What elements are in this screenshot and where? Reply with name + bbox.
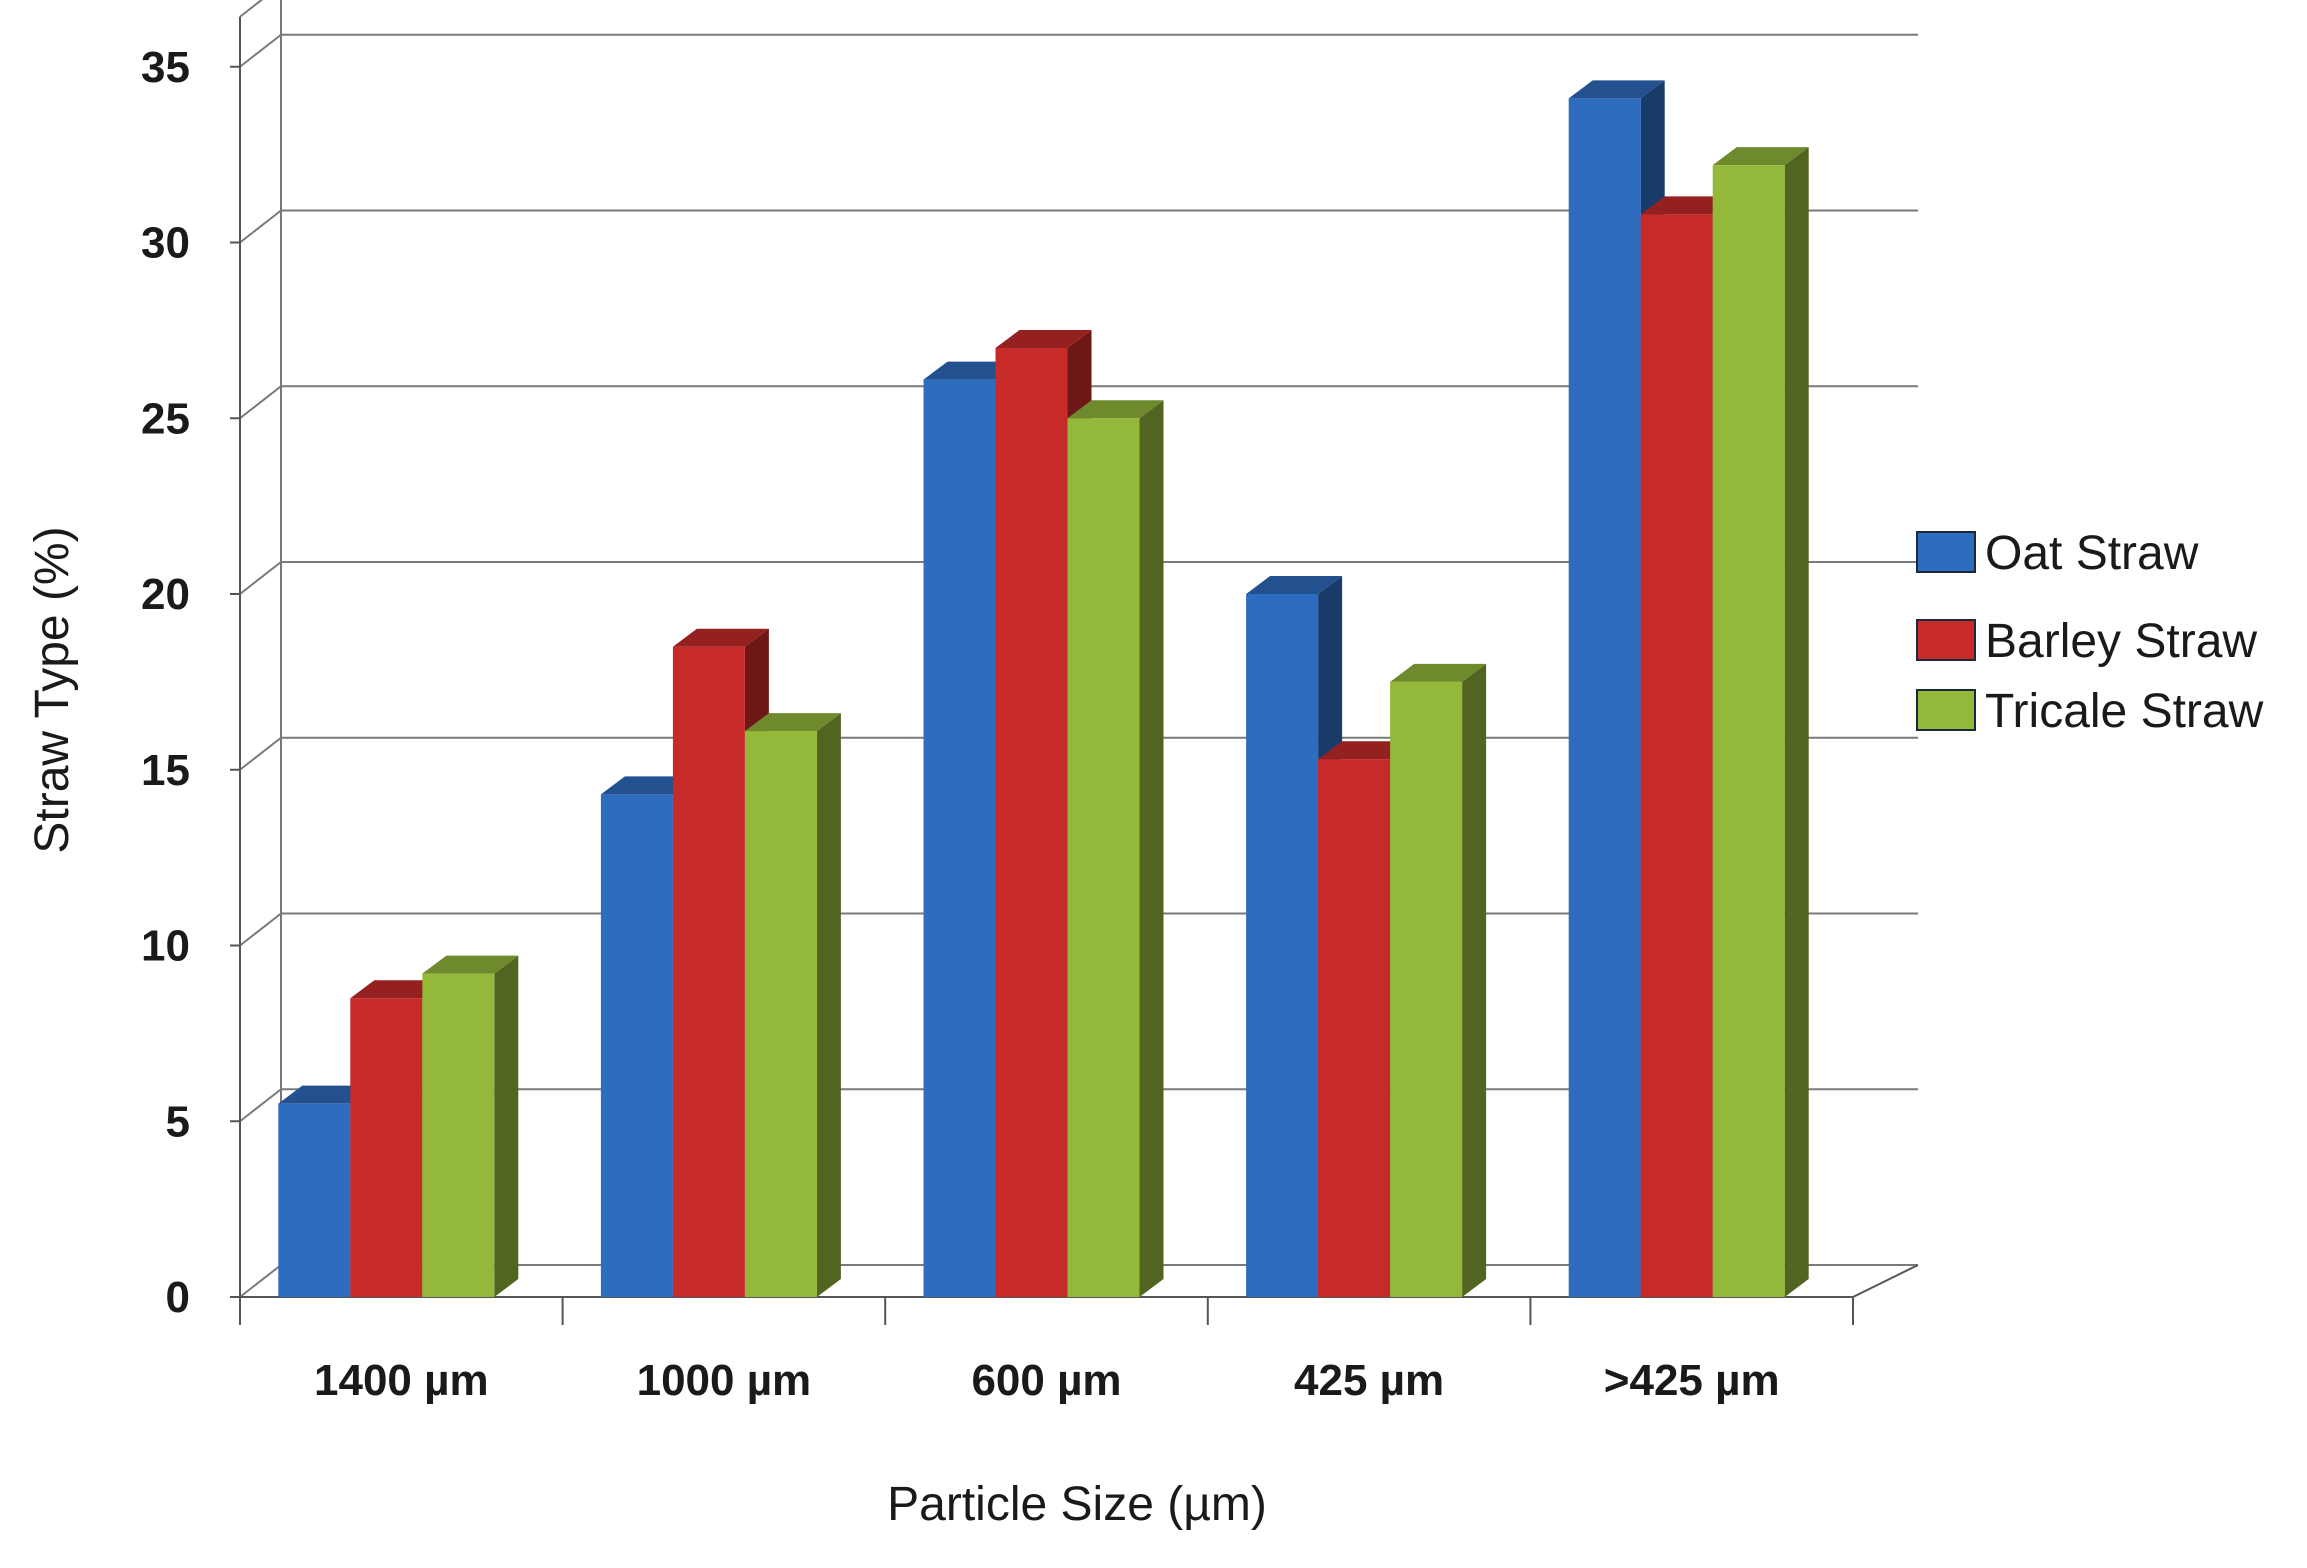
gridline-side (239, 33, 282, 68)
y-tick-label: 0 (166, 1273, 190, 1322)
legend-label: Tricale Straw (1985, 685, 2264, 738)
legend-swatch (1916, 689, 1976, 731)
bar-front (350, 998, 423, 1297)
bar-front (1640, 214, 1713, 1297)
bar-front (923, 379, 996, 1298)
bar-top (672, 628, 769, 647)
x-axis-title: Particle Size (µm) (887, 1478, 1267, 1531)
bar-top (1390, 663, 1487, 682)
legend-label: Oat Straw (1985, 527, 2199, 580)
bar-front (422, 973, 495, 1297)
x-tick-label: 1400 µm (314, 1356, 489, 1405)
gridline-side (239, 736, 282, 771)
bar-front (1712, 165, 1785, 1297)
y-tick-label: 5 (166, 1097, 190, 1146)
bar-front (600, 794, 673, 1297)
legend-swatch (1916, 619, 1976, 661)
bar-side (816, 713, 841, 1297)
gridline-side (239, 0, 264, 18)
bar-tricale-straw (1067, 400, 1164, 1297)
y-tick-label: 10 (141, 922, 190, 971)
bars (278, 80, 1809, 1298)
bar-tricale-straw (1712, 147, 1809, 1297)
gridline-side (239, 561, 282, 595)
bar-front (1568, 98, 1641, 1297)
gridline-side (239, 1264, 282, 1298)
bar-front (1067, 418, 1140, 1297)
bar-side (1462, 663, 1487, 1297)
bar-top (422, 955, 519, 974)
gridline-side (239, 209, 282, 244)
bar-tricale-straw (422, 955, 519, 1297)
gridline-side (239, 912, 282, 947)
bar-top (744, 713, 841, 732)
bar-side (1784, 147, 1809, 1297)
bar-tricale-straw (1390, 663, 1487, 1297)
y-tick-label: 25 (141, 394, 190, 443)
y-tick-label: 35 (141, 43, 190, 92)
x-tick-label: 425 µm (1294, 1356, 1444, 1405)
bar-top (995, 329, 1092, 348)
bar-front (744, 731, 817, 1297)
bar-tricale-straw (744, 713, 841, 1297)
bar-side (494, 955, 519, 1297)
x-tick-label: >425 µm (1604, 1356, 1780, 1405)
x-tick-label: 1000 µm (637, 1356, 812, 1405)
gridline-side (239, 385, 282, 420)
y-tick-label: 15 (141, 746, 190, 795)
x-tick-label: 600 µm (971, 1356, 1121, 1405)
bar-front (1318, 759, 1391, 1297)
bar-top (1246, 576, 1343, 594)
y-axis-title: Straw Type (%) (26, 526, 79, 853)
bar-top (1568, 80, 1665, 99)
y-tick-label: 30 (141, 219, 190, 268)
gridline-side (239, 1088, 282, 1123)
bar-front (995, 347, 1068, 1297)
bar-top (1067, 400, 1164, 419)
labels: Particle Size (µm) Straw Type (%) 0 5 10 15… (26, 43, 1780, 1531)
y-tick-label: 20 (141, 570, 190, 619)
bar-top (1712, 147, 1809, 166)
legend: Oat Straw Barley Straw Tricale Straw (1916, 527, 2264, 738)
bar-side (1139, 400, 1164, 1297)
legend-swatch (1916, 531, 1976, 573)
bar-front (672, 646, 745, 1297)
legend-label: Barley Straw (1985, 615, 2257, 668)
bar-front (1390, 681, 1463, 1297)
bar-front (1246, 594, 1319, 1297)
bar-front (278, 1103, 351, 1297)
floor-edge (1852, 1264, 1919, 1298)
